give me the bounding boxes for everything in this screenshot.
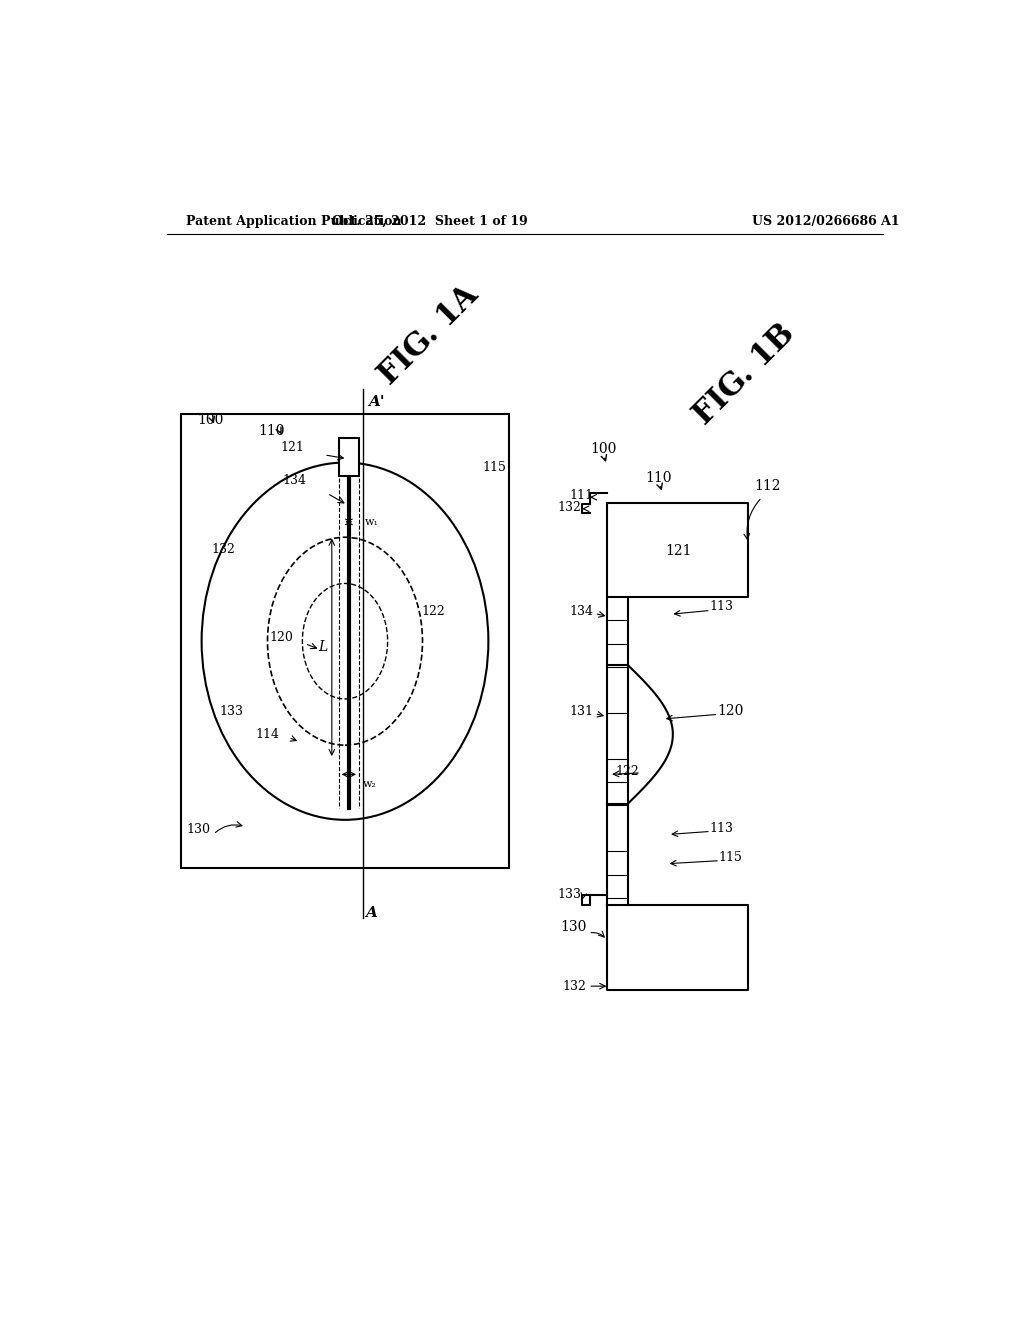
Text: 121: 121 — [280, 441, 304, 454]
Text: 133: 133 — [219, 705, 244, 718]
Text: 120: 120 — [717, 705, 743, 718]
Text: 122: 122 — [421, 605, 444, 618]
Text: 120: 120 — [270, 631, 294, 644]
Text: 110: 110 — [646, 471, 672, 484]
Text: 113: 113 — [710, 822, 733, 834]
Text: 130: 130 — [187, 824, 211, 837]
Text: Patent Application Publication: Patent Application Publication — [186, 215, 401, 228]
Text: 132: 132 — [212, 543, 236, 556]
Text: 131: 131 — [569, 705, 593, 718]
Bar — [339, 438, 359, 477]
Text: w₁: w₁ — [365, 517, 378, 527]
Text: Oct. 25, 2012  Sheet 1 of 19: Oct. 25, 2012 Sheet 1 of 19 — [333, 215, 528, 228]
Text: 121: 121 — [665, 544, 691, 558]
Text: L: L — [318, 640, 328, 655]
Text: A': A' — [369, 396, 385, 409]
Text: 100: 100 — [591, 442, 617, 457]
Text: 111: 111 — [569, 490, 593, 502]
Text: 100: 100 — [198, 412, 224, 426]
Text: 132: 132 — [557, 502, 582, 515]
Text: 130: 130 — [560, 920, 587, 933]
Text: w₂: w₂ — [362, 779, 377, 788]
Text: US 2012/0266686 A1: US 2012/0266686 A1 — [752, 215, 899, 228]
Text: A: A — [366, 906, 377, 920]
Text: 110: 110 — [258, 424, 285, 438]
Text: FIG. 1B: FIG. 1B — [688, 318, 801, 430]
Text: 112: 112 — [755, 479, 780, 492]
Bar — [180, 414, 509, 869]
Text: FIG. 1A: FIG. 1A — [373, 280, 484, 391]
Text: 115: 115 — [719, 851, 742, 865]
Text: 114: 114 — [255, 727, 280, 741]
Text: 134: 134 — [569, 605, 593, 618]
Text: 134: 134 — [283, 474, 306, 487]
Text: 132: 132 — [563, 979, 587, 993]
Text: 122: 122 — [615, 764, 640, 777]
Text: 113: 113 — [710, 601, 733, 612]
Text: 115: 115 — [482, 462, 506, 474]
Text: 133: 133 — [557, 888, 582, 902]
